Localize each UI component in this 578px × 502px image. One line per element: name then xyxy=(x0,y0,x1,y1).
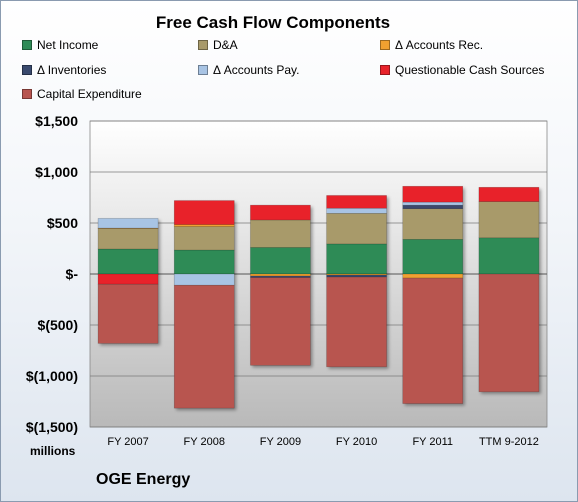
y-tick-label: $(1,500) xyxy=(26,419,78,435)
legend-label: D&A xyxy=(213,38,238,52)
bar-segment-1 xyxy=(97,228,159,250)
legend-label: Questionable Cash Sources xyxy=(395,63,545,77)
legend-swatch xyxy=(380,40,390,50)
bar-segment-5 xyxy=(173,200,235,225)
bar-stack xyxy=(402,185,464,404)
bar-segment-4 xyxy=(402,201,464,206)
bar-segment-4 xyxy=(326,207,387,214)
y-tick-label: $1,500 xyxy=(35,113,78,129)
bar-segment-5 xyxy=(97,273,159,285)
bar-segment-0 xyxy=(97,248,159,275)
bar-segment-1 xyxy=(478,201,540,239)
bar-segment-0 xyxy=(402,239,464,275)
legend-label: Δ Inventories xyxy=(37,63,107,77)
bar-segment-3 xyxy=(402,204,464,210)
chart-title: Free Cash Flow Components xyxy=(155,13,391,32)
x-tick-label: FY 2007 xyxy=(107,436,148,448)
bar-stack xyxy=(250,204,311,366)
bar-segment-5 xyxy=(326,195,387,209)
bar-segment-6 xyxy=(173,284,235,409)
x-tick-label: FY 2011 xyxy=(412,436,453,448)
bar-segment-1 xyxy=(250,219,311,248)
units-label: millions xyxy=(30,444,76,458)
bar-segment-1 xyxy=(326,213,387,245)
legend-item-4: Δ Accounts Pay. xyxy=(198,62,300,78)
y-tick-label: $(1,000) xyxy=(26,368,78,384)
legend-swatch xyxy=(380,65,390,75)
legend-swatch xyxy=(198,65,208,75)
company-name: OGE Energy xyxy=(96,471,191,488)
bar-segment-0 xyxy=(478,237,540,275)
legend-item-1: D&A xyxy=(198,37,238,53)
legend-label: Net Income xyxy=(37,38,99,52)
y-tick-label: $500 xyxy=(47,215,78,231)
bar-segment-6 xyxy=(250,277,311,366)
bar-segment-1 xyxy=(402,208,464,240)
bar-segment-6 xyxy=(326,276,387,368)
bar-segment-5 xyxy=(478,187,540,202)
bar-stack xyxy=(173,200,235,409)
legend-item-2: Δ Accounts Rec. xyxy=(380,37,483,53)
bar-segment-0 xyxy=(173,249,235,275)
legend-item-6: Capital Expenditure xyxy=(22,86,142,102)
legend-item-0: Net Income xyxy=(22,37,98,53)
bar-stack xyxy=(478,187,540,393)
legend-swatch xyxy=(198,40,208,50)
legend-label: Δ Accounts Rec. xyxy=(395,38,484,52)
y-tick-label: $- xyxy=(66,266,79,282)
bar-segment-6 xyxy=(478,273,540,393)
bar-segment-2 xyxy=(173,224,235,227)
x-tick-label: FY 2008 xyxy=(184,436,225,448)
bar-segment-4 xyxy=(97,218,159,229)
legend-swatch xyxy=(22,89,32,99)
bar-segment-6 xyxy=(97,283,159,344)
bar-segment-3 xyxy=(326,274,387,278)
bar-segment-0 xyxy=(250,247,311,275)
bar-segment-5 xyxy=(250,204,311,221)
bar-stack xyxy=(97,218,159,344)
y-tick-label: $1,000 xyxy=(35,164,78,180)
bar-segment-2 xyxy=(402,273,464,279)
bar-segment-2 xyxy=(250,273,311,277)
bar-segment-0 xyxy=(326,243,387,275)
legend-swatch xyxy=(22,40,32,50)
legend-label: Capital Expenditure xyxy=(37,87,142,101)
legend-label: Δ Accounts Pay. xyxy=(213,63,300,77)
legend-swatch xyxy=(22,65,32,75)
bar-segment-6 xyxy=(402,277,464,404)
bar-segment-4 xyxy=(173,273,235,286)
y-tick-label: $(500) xyxy=(38,317,78,333)
bar-segment-5 xyxy=(402,185,464,203)
x-tick-label: FY 2010 xyxy=(336,436,377,448)
legend-item-5: Questionable Cash Sources xyxy=(380,62,544,78)
x-tick-label: FY 2009 xyxy=(260,436,301,448)
bar-segment-1 xyxy=(173,226,235,251)
bar-stack xyxy=(326,195,387,368)
x-tick-label: TTM 9-2012 xyxy=(479,436,539,448)
legend-item-3: Δ Inventories xyxy=(22,62,106,78)
